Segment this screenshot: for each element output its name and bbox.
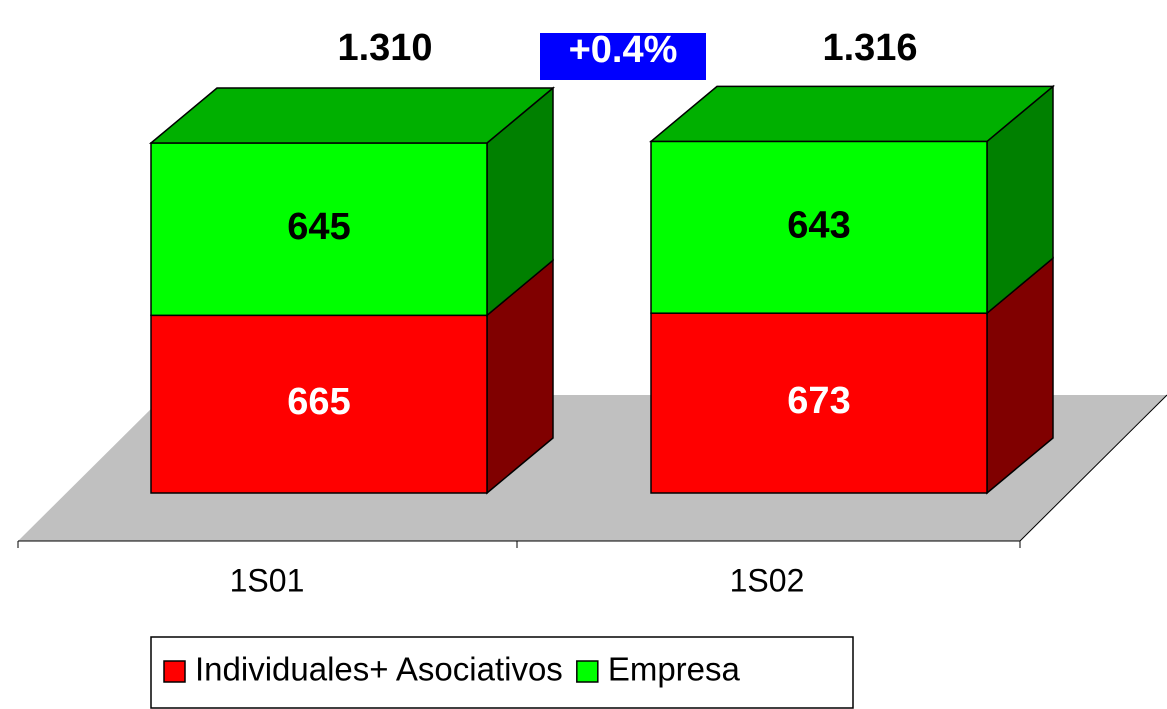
legend-label: Empresa xyxy=(608,651,741,688)
annotation: +0.4% xyxy=(569,29,678,71)
total-label: 1.310 xyxy=(337,27,432,69)
legend-label: Individuales+ Asociativos xyxy=(195,651,563,688)
legend xyxy=(150,636,854,709)
bar xyxy=(150,314,488,494)
data-label: 645 xyxy=(287,206,350,248)
x-tick-label: 1S01 xyxy=(230,562,305,598)
bar-top xyxy=(148,87,556,144)
annotation-box xyxy=(540,33,706,80)
x-tick-label: 1S02 xyxy=(730,562,805,598)
bar xyxy=(650,312,988,494)
data-label: 665 xyxy=(287,381,350,423)
data-label: 673 xyxy=(787,380,850,422)
bar xyxy=(150,142,488,317)
data-label: 643 xyxy=(787,204,850,246)
legend-swatch xyxy=(576,660,599,683)
bar-top xyxy=(648,85,1056,143)
total-label: 1.316 xyxy=(822,27,917,69)
legend-swatch xyxy=(163,660,186,683)
bar xyxy=(650,140,988,314)
floor-edge xyxy=(1019,394,1167,542)
